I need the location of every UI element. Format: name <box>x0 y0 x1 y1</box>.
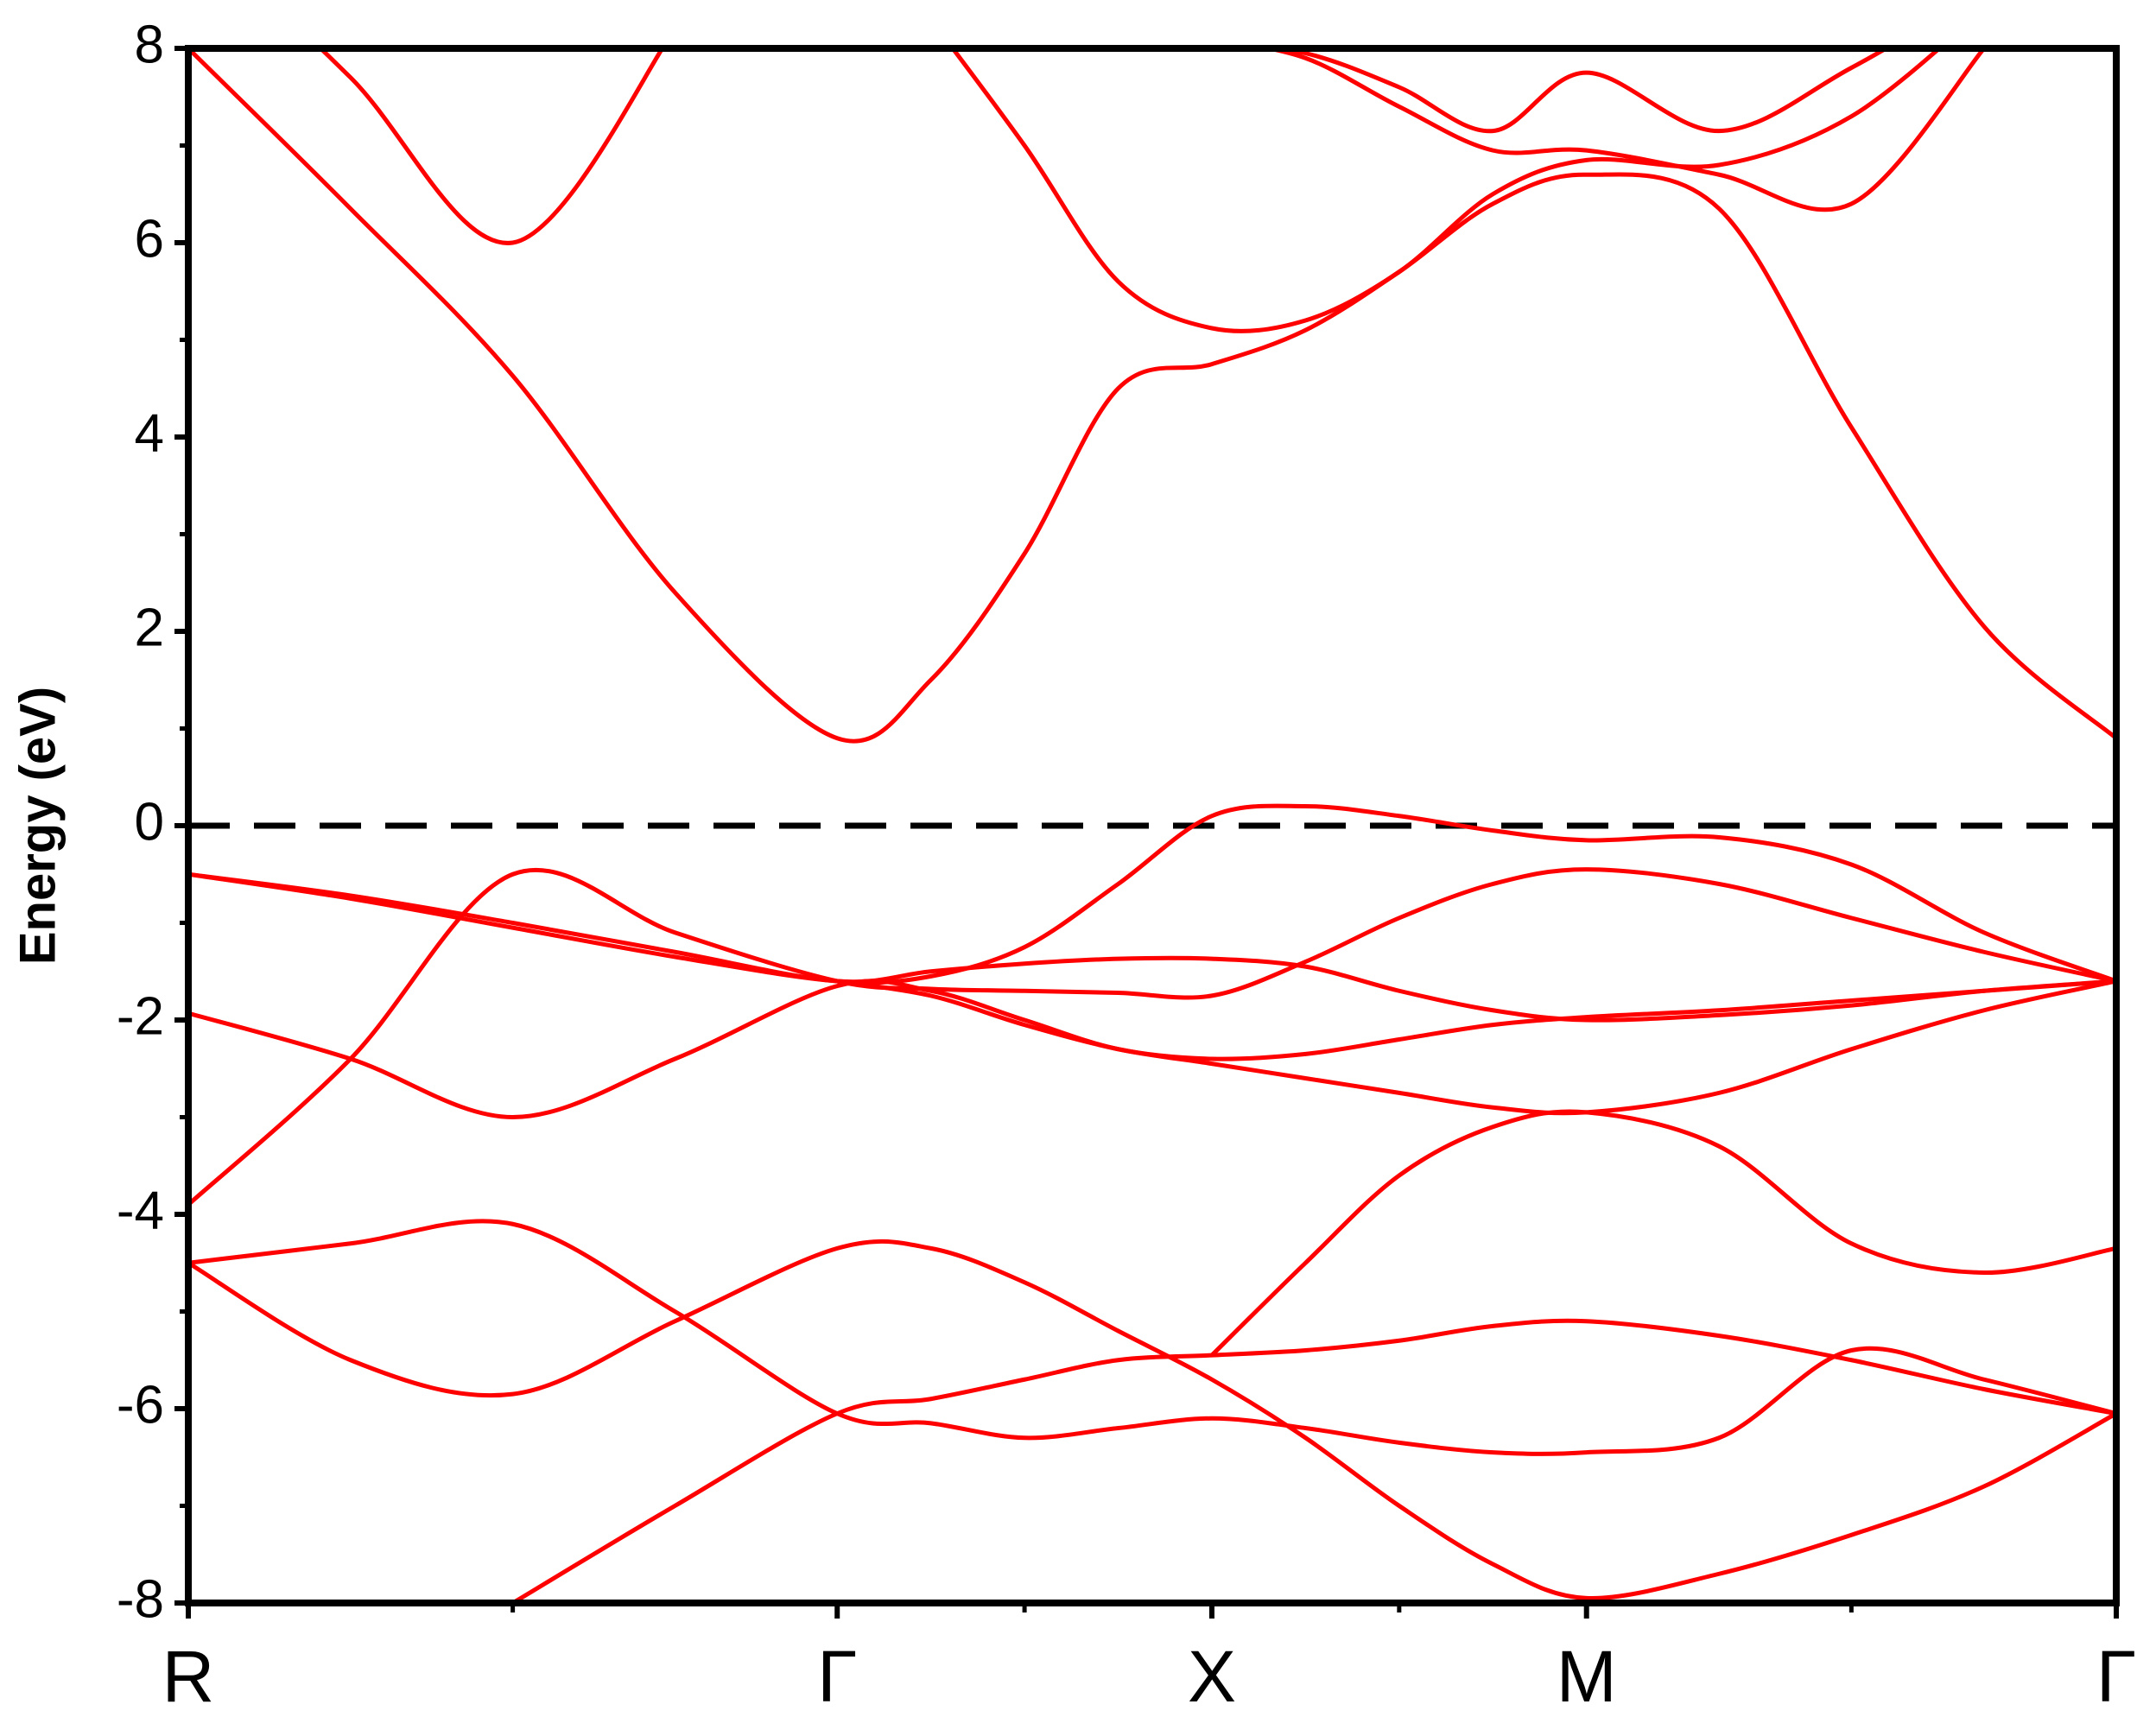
y-tick-label: -6 <box>117 1375 164 1435</box>
band-line <box>317 48 665 245</box>
x-tick-label: R <box>162 1636 215 1717</box>
y-tick-label: 4 <box>135 403 164 463</box>
band-line <box>188 867 2116 1207</box>
band-line <box>1257 48 1986 212</box>
band-line <box>511 1318 2116 1603</box>
x-tick-label: Γ <box>2096 1636 2136 1717</box>
y-tick-label: 2 <box>135 598 164 657</box>
band-line <box>949 48 1943 333</box>
x-tick-label: X <box>1188 1636 1236 1717</box>
band-line <box>1210 1109 2116 1357</box>
band-line <box>188 1219 2116 1456</box>
plot-area <box>188 48 2116 1603</box>
band-line <box>188 979 2116 1119</box>
band-line <box>188 1239 2116 1600</box>
y-tick-label: 0 <box>135 792 164 852</box>
x-tick-label: Γ <box>817 1636 857 1717</box>
y-tick-label: 8 <box>135 15 164 74</box>
band-line <box>188 803 2116 985</box>
y-tick-label: 6 <box>135 209 164 269</box>
band-line <box>836 979 2116 1116</box>
y-axis-label: Energy (eV) <box>10 687 66 965</box>
band-line <box>188 871 2116 1023</box>
y-tick-label: -8 <box>117 1569 164 1629</box>
band-line <box>1252 48 1891 134</box>
y-tick-label: -2 <box>117 986 164 1046</box>
y-tick-label: -4 <box>117 1181 164 1240</box>
x-tick-label: M <box>1557 1636 1617 1717</box>
band-line <box>188 48 2116 744</box>
